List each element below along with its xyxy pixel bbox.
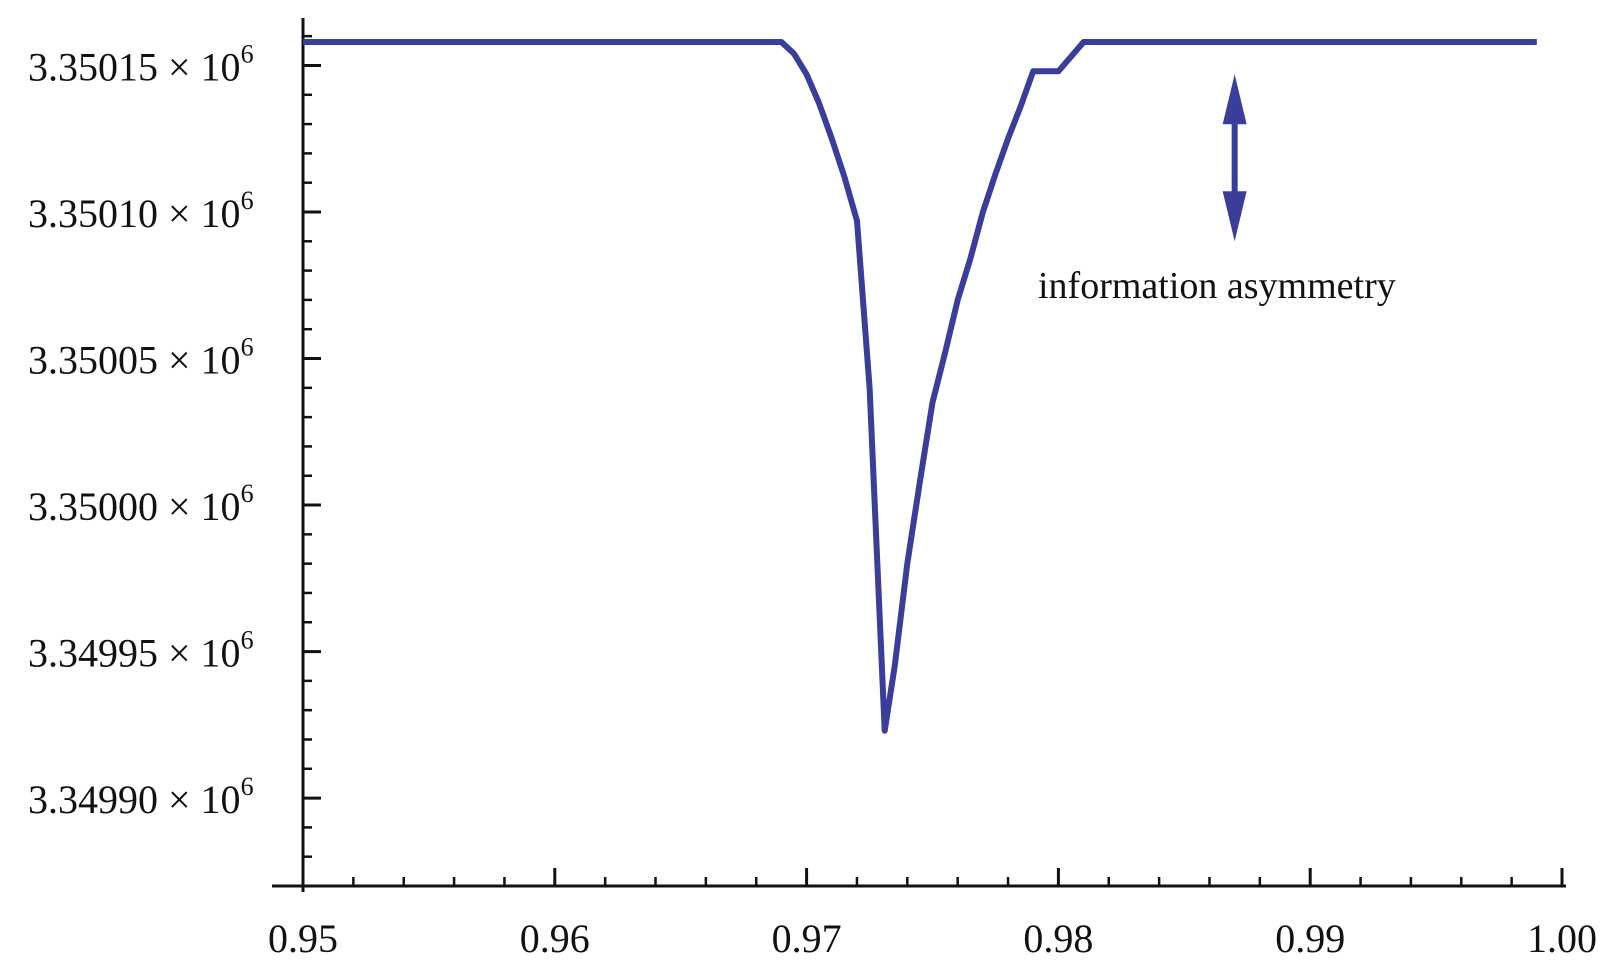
annotation-arrow-head-down: [1222, 191, 1247, 242]
x-tick-label: 1.00: [1527, 916, 1597, 961]
x-tick-label: 0.99: [1275, 916, 1345, 961]
y-tick-label: 3.34990 × 106: [28, 772, 254, 822]
y-tick-label: 3.35000 × 106: [28, 479, 254, 529]
annotation-label: information asymmetry: [1038, 265, 1396, 307]
series-line: [303, 39, 1537, 734]
x-tick-label: 0.97: [772, 916, 842, 961]
x-tick-label: 0.95: [268, 916, 338, 961]
x-tick-label: 0.98: [1023, 916, 1093, 961]
annotation-arrow-head-up: [1222, 74, 1247, 125]
y-tick-label: 3.35015 × 106: [28, 39, 254, 89]
y-tick-label: 3.35005 × 106: [28, 333, 254, 383]
y-tick-label: 3.35010 × 106: [28, 186, 254, 236]
y-tick-label: 3.34995 × 106: [28, 626, 254, 676]
x-tick-label: 0.96: [520, 916, 590, 961]
